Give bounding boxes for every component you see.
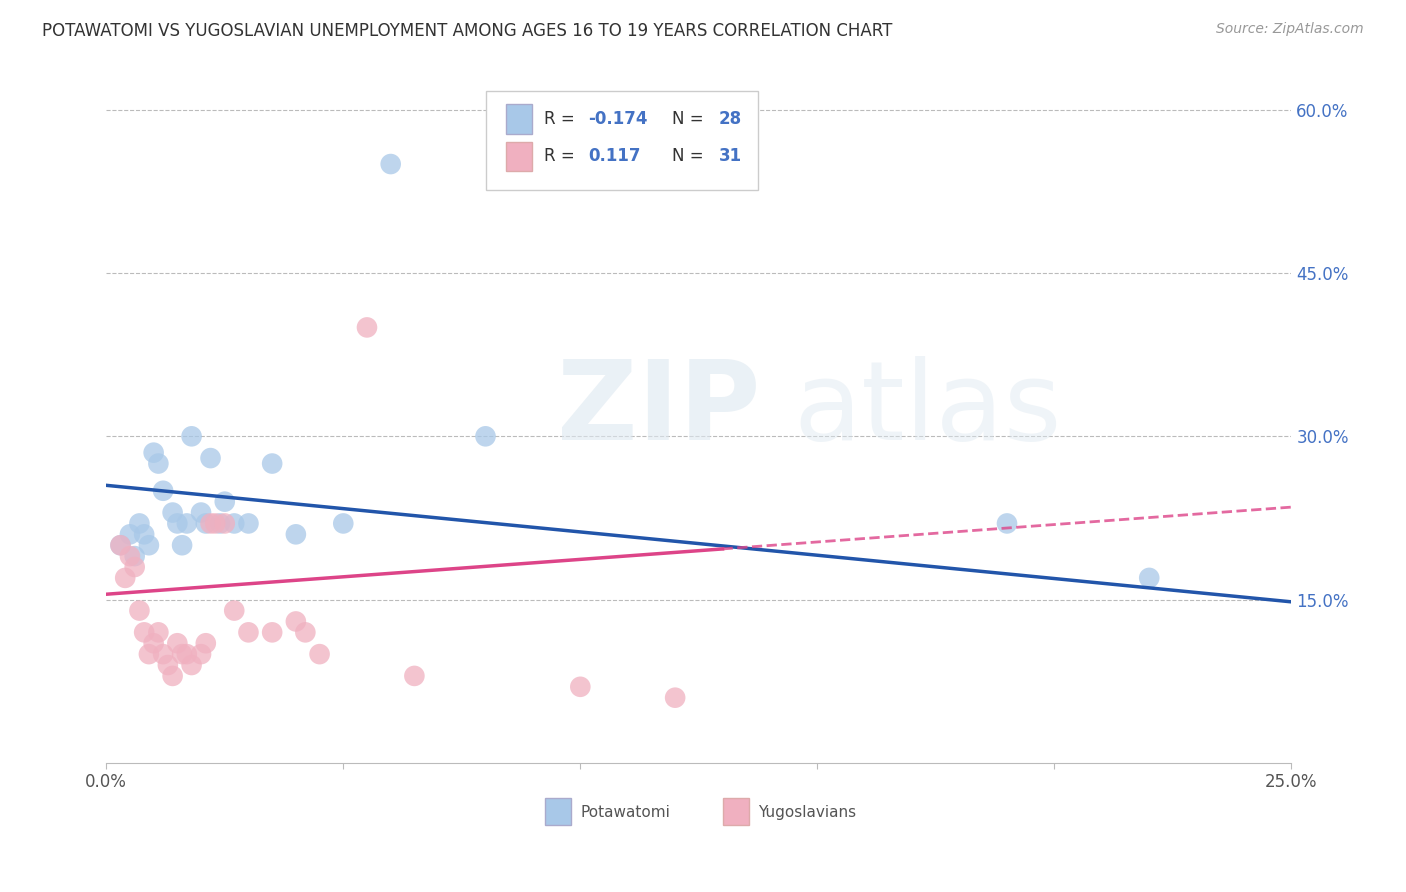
- Text: N =: N =: [672, 110, 709, 128]
- Point: [664, 690, 686, 705]
- Text: atlas: atlas: [793, 356, 1062, 463]
- Point: [180, 429, 202, 443]
- Point: [172, 647, 194, 661]
- Point: [332, 516, 354, 531]
- Point: [224, 603, 246, 617]
- Point: [569, 680, 592, 694]
- Point: [128, 603, 150, 617]
- Point: [152, 483, 174, 498]
- Point: [142, 636, 165, 650]
- Point: [262, 625, 284, 640]
- Point: [156, 658, 179, 673]
- Point: [148, 457, 170, 471]
- Point: [152, 647, 174, 661]
- Point: [176, 516, 198, 531]
- Point: [262, 457, 284, 471]
- Text: Potawatomi: Potawatomi: [581, 805, 671, 820]
- Point: [190, 647, 212, 661]
- Point: [308, 647, 330, 661]
- Point: [118, 549, 141, 563]
- Point: [238, 625, 260, 640]
- Point: [138, 538, 160, 552]
- Point: [194, 636, 217, 650]
- Point: [214, 494, 236, 508]
- Text: Yugoslavians: Yugoslavians: [758, 805, 856, 820]
- FancyBboxPatch shape: [506, 142, 531, 171]
- Point: [166, 516, 188, 531]
- Point: [138, 647, 160, 661]
- Text: R =: R =: [544, 147, 585, 165]
- Point: [238, 516, 260, 531]
- Point: [172, 538, 194, 552]
- Point: [204, 516, 226, 531]
- Point: [284, 527, 307, 541]
- Point: [404, 669, 426, 683]
- Text: R =: R =: [544, 110, 579, 128]
- Point: [380, 157, 402, 171]
- Point: [166, 636, 188, 650]
- Point: [200, 451, 222, 466]
- Point: [200, 516, 222, 531]
- Point: [190, 506, 212, 520]
- Point: [124, 549, 146, 563]
- Point: [176, 647, 198, 661]
- Point: [194, 516, 217, 531]
- Point: [128, 516, 150, 531]
- Point: [124, 560, 146, 574]
- Text: 0.117: 0.117: [589, 147, 641, 165]
- Point: [134, 527, 156, 541]
- FancyBboxPatch shape: [723, 798, 748, 825]
- Text: -0.174: -0.174: [589, 110, 648, 128]
- Point: [162, 506, 184, 520]
- Point: [214, 516, 236, 531]
- Point: [114, 571, 136, 585]
- Point: [142, 445, 165, 459]
- Point: [148, 625, 170, 640]
- Point: [162, 669, 184, 683]
- Point: [474, 429, 496, 443]
- Point: [110, 538, 132, 552]
- Point: [995, 516, 1018, 531]
- Text: Source: ZipAtlas.com: Source: ZipAtlas.com: [1216, 22, 1364, 37]
- Text: 31: 31: [718, 147, 742, 165]
- Text: ZIP: ZIP: [557, 356, 761, 463]
- Text: POTAWATOMI VS YUGOSLAVIAN UNEMPLOYMENT AMONG AGES 16 TO 19 YEARS CORRELATION CHA: POTAWATOMI VS YUGOSLAVIAN UNEMPLOYMENT A…: [42, 22, 893, 40]
- Point: [134, 625, 156, 640]
- Point: [356, 320, 378, 334]
- Text: 28: 28: [718, 110, 742, 128]
- Point: [1137, 571, 1160, 585]
- FancyBboxPatch shape: [544, 798, 571, 825]
- Text: N =: N =: [672, 147, 709, 165]
- FancyBboxPatch shape: [506, 104, 531, 134]
- Point: [294, 625, 316, 640]
- Point: [110, 538, 132, 552]
- Point: [284, 615, 307, 629]
- FancyBboxPatch shape: [485, 90, 758, 190]
- Point: [118, 527, 141, 541]
- Point: [224, 516, 246, 531]
- Point: [208, 516, 231, 531]
- Point: [180, 658, 202, 673]
